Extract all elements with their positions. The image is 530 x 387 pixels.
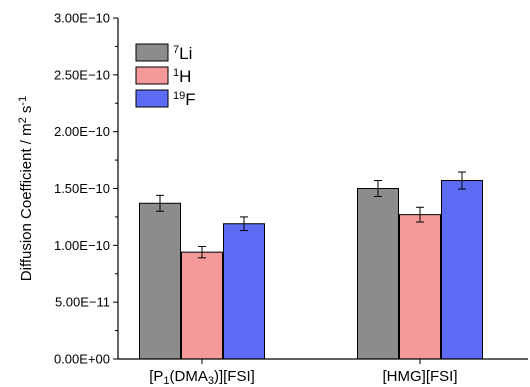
axes: 0.00E+00 5.00E−11 1.00E−10 1.50E−10 2.00E−10… [54, 11, 528, 387]
legend-swatch [135, 66, 169, 85]
legend-label-sup: 7 [173, 44, 179, 56]
x-tick-label-part: 1 [163, 375, 169, 387]
x-tick-label-part: [P [149, 368, 163, 385]
y-tick-label: 1.00E−10 [54, 238, 110, 253]
bar [357, 188, 399, 360]
y-tick-label: 2.00E−10 [54, 124, 110, 139]
x-tick-label-part: (DMA [170, 368, 208, 385]
plot-area [139, 171, 483, 360]
bar [139, 202, 181, 360]
bar [399, 214, 441, 360]
y-axis-title-part: s [18, 106, 35, 118]
legend-label-base: Li [179, 44, 192, 63]
x-tick-label-part: [HMG][FSI] [383, 368, 458, 385]
y-tick-label: 3.00E−10 [54, 11, 110, 26]
legend-label-base: H [179, 67, 191, 86]
y-axis-title-part: -1 [17, 96, 29, 106]
x-tick-label-part: )][FSI] [214, 368, 255, 385]
bar [441, 180, 483, 360]
y-axis-title: Diffusion Coefficient / m2 s-1 [17, 96, 35, 281]
bar [181, 251, 223, 360]
y-axis-title-part: 2 [17, 117, 29, 123]
x-tick-label-part: 3 [208, 375, 214, 387]
y-tick-label: 2.50E−10 [54, 67, 110, 82]
bar [223, 223, 265, 360]
legend-label-sup: 1 [173, 67, 179, 79]
legend-label: 19F [173, 90, 196, 109]
legend-label: 7Li [173, 44, 192, 63]
y-tick-label: 1.50E−10 [54, 181, 110, 196]
y-tick-label: 5.00E−11 [55, 295, 110, 310]
legend-swatch [135, 43, 169, 62]
legend-label-sup: 19 [173, 90, 185, 102]
x-tick-label: [HMG][FSI] [383, 368, 458, 385]
legend-label-base: F [185, 90, 195, 109]
legend-label: 1H [173, 67, 191, 86]
y-tick-label: 0.00E+00 [54, 352, 110, 367]
legend-swatch [135, 89, 169, 108]
y-axis-title-part: Diffusion Coefficient / m [18, 123, 35, 281]
x-tick-label: [P1(DMA3)][FSI] [149, 368, 255, 387]
